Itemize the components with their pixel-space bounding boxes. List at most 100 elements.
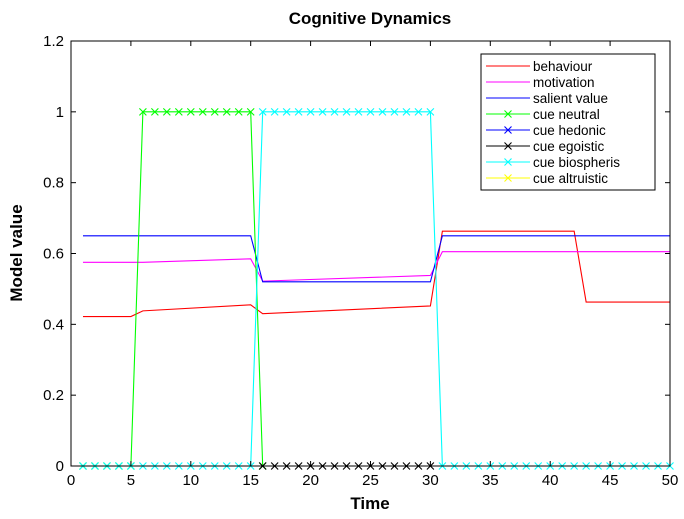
x-marker-stroke xyxy=(402,107,411,116)
legend-label: cue biospheris xyxy=(533,155,620,170)
data-point-cue-biospheris xyxy=(366,107,375,116)
x-marker-stroke xyxy=(342,107,351,116)
legend-label: behaviour xyxy=(533,59,593,74)
legend-item-motivation: motivation xyxy=(486,75,595,90)
x-marker-stroke xyxy=(504,142,512,150)
x-marker-stroke xyxy=(282,107,291,116)
data-point-cue-biospheris xyxy=(414,107,423,116)
x-marker-stroke xyxy=(150,107,159,116)
x-marker-stroke xyxy=(504,126,512,134)
x-tick-label: 15 xyxy=(242,472,259,489)
data-point-cue-biospheris xyxy=(342,107,351,116)
legend-item-cue-biospheris: cue biospheris xyxy=(486,155,620,170)
x-tick-label: 30 xyxy=(422,472,439,489)
y-tick-label: 0.8 xyxy=(43,175,64,192)
x-marker-stroke xyxy=(234,107,243,116)
data-point-cue-biospheris xyxy=(294,107,303,116)
x-tick-label: 20 xyxy=(302,472,319,489)
legend-item-behaviour: behaviour xyxy=(486,59,593,74)
data-point-cue-biospheris xyxy=(306,107,315,116)
legend-label: cue neutral xyxy=(533,107,600,122)
legend-marker-swatch xyxy=(504,174,512,182)
y-axis-label: Model value xyxy=(7,204,26,301)
data-point-cue-neutral xyxy=(150,107,159,116)
data-point-cue-neutral xyxy=(174,107,183,116)
x-tick-label: 0 xyxy=(67,472,75,489)
ticks-layer: 0 5 10 15 20 25 30 35 40 45 50 0 0.2 0.4 0.6 0.8 1 1.2 xyxy=(43,33,678,489)
legend-label: cue egoistic xyxy=(533,139,605,154)
data-point-cue-neutral xyxy=(234,107,243,116)
data-point-cue-biospheris xyxy=(402,107,411,116)
data-point-cue-neutral xyxy=(198,107,207,116)
legend-item-cue-neutral: cue neutral xyxy=(486,107,600,122)
legend-marker-swatch xyxy=(504,110,512,118)
data-point-cue-biospheris xyxy=(390,107,399,116)
x-tick-label: 5 xyxy=(127,472,135,489)
data-point-cue-biospheris xyxy=(330,107,339,116)
legend-item-salient-value: salient value xyxy=(486,91,608,106)
x-tick-label: 25 xyxy=(362,472,379,489)
series-line-behaviour xyxy=(82,230,670,318)
x-marker-stroke xyxy=(174,107,183,116)
y-tick-label: 1.2 xyxy=(43,33,64,50)
data-point-cue-biospheris xyxy=(270,107,279,116)
x-marker-stroke xyxy=(504,110,512,118)
data-point-cue-neutral xyxy=(246,107,255,116)
legend-marker-swatch xyxy=(504,158,512,166)
x-marker-stroke xyxy=(318,107,327,116)
legend-label: cue hedonic xyxy=(533,123,606,138)
x-tick-label: 40 xyxy=(542,472,559,489)
x-marker-stroke xyxy=(366,107,375,116)
data-point-cue-biospheris xyxy=(258,107,267,116)
series-salient-value xyxy=(82,235,670,283)
data-point-cue-neutral xyxy=(138,107,147,116)
x-marker-stroke xyxy=(390,107,399,116)
x-marker-stroke xyxy=(504,174,512,182)
y-tick-label: 1 xyxy=(56,104,64,121)
legend-marker-swatch xyxy=(504,126,512,134)
x-axis-label: Time xyxy=(350,494,389,513)
y-tick-label: 0 xyxy=(56,458,64,475)
data-point-cue-neutral xyxy=(210,107,219,116)
data-point-cue-biospheris xyxy=(378,107,387,116)
x-marker-stroke xyxy=(246,107,255,116)
data-point-cue-biospheris xyxy=(426,107,435,116)
legend-item-cue-egoistic: cue egoistic xyxy=(486,139,605,154)
x-tick-label: 50 xyxy=(662,472,679,489)
x-marker-stroke xyxy=(378,107,387,116)
legend-box xyxy=(480,53,656,191)
x-marker-stroke xyxy=(162,107,171,116)
legend-label: motivation xyxy=(533,75,595,90)
legend-item-cue-hedonic: cue hedonic xyxy=(486,123,606,138)
x-marker-stroke xyxy=(138,107,147,116)
series-line-salient-value xyxy=(82,235,670,283)
data-point-cue-neutral xyxy=(186,107,195,116)
data-point-cue-biospheris xyxy=(318,107,327,116)
x-marker-stroke xyxy=(306,107,315,116)
x-marker-stroke xyxy=(330,107,339,116)
data-point-cue-biospheris xyxy=(354,107,363,116)
series-behaviour xyxy=(82,230,670,318)
legend-item-cue-altruistic: cue altruistic xyxy=(486,171,608,186)
chart-title: Cognitive Dynamics xyxy=(289,9,452,28)
x-marker-stroke xyxy=(222,107,231,116)
x-tick-label: 45 xyxy=(602,472,619,489)
x-marker-stroke xyxy=(270,107,279,116)
x-tick-label: 10 xyxy=(182,472,199,489)
data-point-cue-neutral xyxy=(222,107,231,116)
y-tick-label: 0.2 xyxy=(43,387,64,404)
x-marker-stroke xyxy=(186,107,195,116)
data-point-cue-neutral xyxy=(162,107,171,116)
x-marker-stroke xyxy=(426,107,435,116)
x-marker-stroke xyxy=(258,107,267,116)
x-tick-label: 35 xyxy=(482,472,499,489)
x-marker-stroke xyxy=(198,107,207,116)
x-marker-stroke xyxy=(504,158,512,166)
legend-label: salient value xyxy=(533,91,608,106)
y-tick-label: 0.4 xyxy=(43,316,64,333)
x-marker-stroke xyxy=(210,107,219,116)
x-marker-stroke xyxy=(294,107,303,116)
legend-marker-swatch xyxy=(504,142,512,150)
